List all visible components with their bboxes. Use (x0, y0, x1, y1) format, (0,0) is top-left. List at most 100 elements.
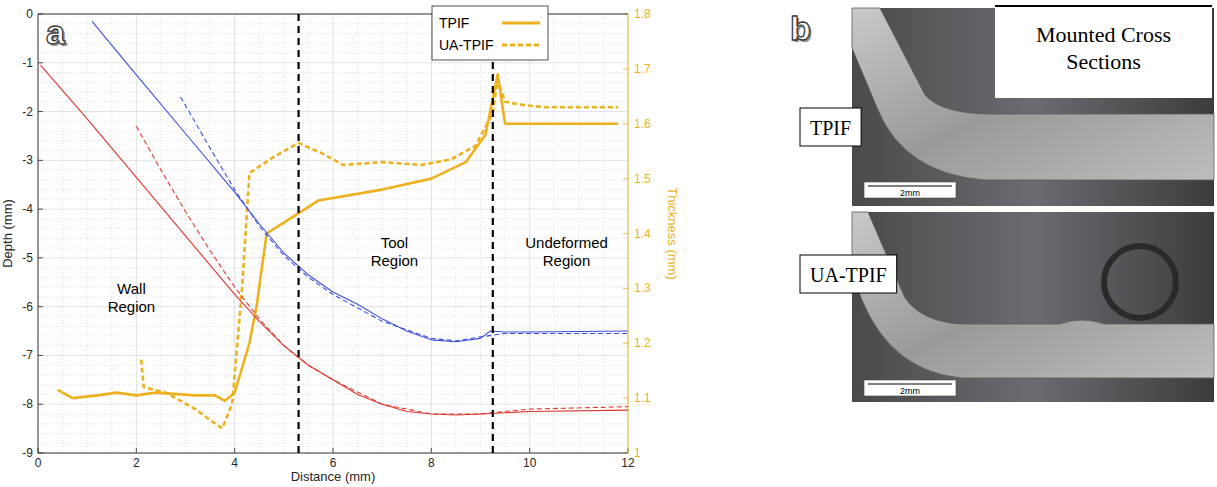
title-rule (995, 5, 1212, 7)
thickness-line (58, 74, 619, 401)
tick-y (38, 355, 43, 356)
tick-label-y2: 1.3 (634, 281, 651, 295)
tick-y2 (623, 343, 628, 344)
panel-letter: b (790, 9, 811, 47)
legend-box (432, 6, 548, 60)
tick-y (38, 160, 43, 161)
tick-y2 (623, 178, 628, 179)
tick-label-y2: 1.4 (634, 227, 651, 241)
tick-label-y: -4 (22, 202, 33, 216)
grid-y (38, 160, 628, 161)
grid-x (431, 14, 432, 453)
grid-x (333, 14, 334, 453)
grid-y (38, 355, 628, 356)
tick-label-y2: 1.2 (634, 336, 651, 350)
tick-label-y: -9 (22, 446, 33, 460)
region-label-line: Region (371, 252, 419, 269)
panel-title: Mounted CrossSections (1036, 22, 1171, 74)
tick-label-x: 2 (133, 456, 140, 470)
legend: TPIF UA-TPIF (432, 6, 548, 60)
region-label-line: Undeformed (525, 234, 608, 251)
depth-line (136, 126, 628, 414)
legend-label: TPIF (439, 15, 469, 31)
tick-label-y2: 1.6 (634, 117, 651, 131)
region-label-line: Region (543, 252, 591, 269)
plot-area (40, 14, 628, 453)
region-label-line: Region (108, 298, 156, 315)
tick-y (38, 257, 43, 258)
region-label-line: Wall (117, 280, 146, 297)
tick-label-x: 8 (428, 456, 435, 470)
x-axis-title: Distance (mm) (291, 469, 376, 484)
image-label-box (800, 255, 897, 293)
tick-y2 (623, 233, 628, 234)
tick-label-y: -8 (22, 397, 33, 411)
scale-bar-label: 2mm (900, 386, 920, 396)
thickness-line (141, 80, 618, 428)
tick-label-y2: 1.8 (634, 7, 651, 21)
region-label: ToolRegion (371, 234, 419, 269)
tick-label-y2: 1 (634, 446, 641, 460)
tick-label-y: -3 (22, 153, 33, 167)
tick-label-y2: 1.5 (634, 172, 651, 186)
tick-label-y: -6 (22, 300, 33, 314)
region-boundary (297, 14, 299, 453)
scale-bar (868, 383, 952, 384)
tick-y (38, 404, 43, 405)
tick-label-x: 12 (621, 456, 635, 470)
tick-x (333, 448, 334, 453)
tick-x (431, 448, 432, 453)
tick-label-y: -1 (22, 56, 33, 70)
scale-bar-box (864, 380, 956, 396)
grid-x (628, 14, 629, 453)
tick-y2 (623, 288, 628, 289)
depth-line (40, 65, 628, 415)
tick-label-y: -7 (22, 348, 33, 362)
figure: 024681012-9-8-7-6-5-4-3-2-1011.11.21.31.… (0, 0, 1217, 487)
panel-letter: a (46, 13, 66, 51)
legend-swatch (502, 22, 540, 25)
title-box (995, 6, 1212, 98)
tick-label-y: -2 (22, 105, 33, 119)
grid-x (136, 14, 137, 453)
tick-label-x: 10 (523, 456, 537, 470)
photo-ua-tpif (852, 212, 1214, 402)
scale-bar-label: 2mm (900, 188, 920, 198)
scale-bar-box (864, 182, 956, 198)
tick-label-x: 4 (231, 456, 238, 470)
tick-label-x: 0 (35, 456, 42, 470)
legend-label: UA-TPIF (439, 37, 493, 53)
region-boundary (492, 14, 494, 453)
y-axis-title: Depth (mm) (0, 199, 15, 268)
sheet-section (852, 212, 1214, 378)
tick-label-y2: 1.7 (634, 62, 651, 76)
image-label: UA-TPIF (810, 264, 887, 286)
tick-label-y: -5 (22, 251, 33, 265)
grid-y (38, 404, 628, 405)
tick-x (234, 448, 235, 453)
tick-y (38, 62, 43, 63)
mount-ring (1104, 246, 1176, 318)
axis-left-bottom (38, 14, 628, 453)
tick-y2 (623, 398, 628, 399)
tick-label-x: 6 (330, 456, 337, 470)
region-label: UndeformedRegion (525, 234, 608, 269)
grid-y (38, 111, 628, 112)
region-label: WallRegion (108, 280, 156, 315)
tick-label-y: 0 (26, 7, 33, 21)
plot-background (38, 14, 628, 453)
y2-axis-title: Thickness (mm) (665, 187, 680, 279)
tick-y (38, 209, 43, 210)
panel-title-line: Sections (1066, 49, 1141, 74)
tick-y2 (623, 68, 628, 69)
legend-swatch (502, 44, 540, 47)
panel-title-line: Mounted Cross (1036, 22, 1171, 47)
tick-x (529, 448, 530, 453)
tick-y (38, 306, 43, 307)
axis-right (628, 14, 629, 453)
image-label-box (800, 108, 861, 146)
image-label: TPIF (810, 117, 851, 139)
tick-y2 (623, 123, 628, 124)
region-label-line: Tool (381, 234, 409, 251)
grid-y (38, 209, 628, 210)
